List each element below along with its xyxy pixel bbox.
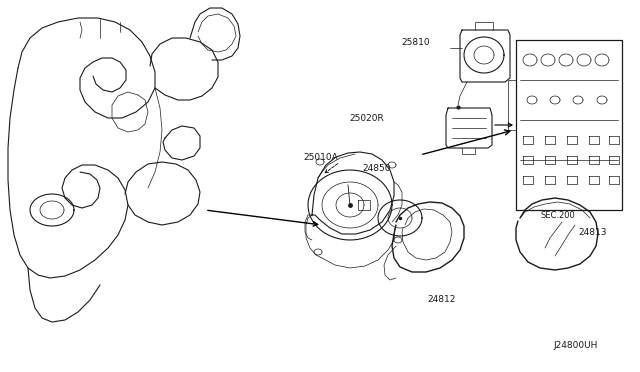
Text: 25020R: 25020R — [349, 113, 384, 122]
Text: SEC.200: SEC.200 — [541, 211, 575, 219]
Text: 24812: 24812 — [428, 295, 456, 305]
Text: 25010A: 25010A — [303, 153, 338, 161]
Text: J24800UH: J24800UH — [554, 340, 598, 350]
Text: 25810: 25810 — [401, 38, 430, 46]
Text: 24850: 24850 — [362, 164, 390, 173]
Text: 24813: 24813 — [578, 228, 607, 237]
